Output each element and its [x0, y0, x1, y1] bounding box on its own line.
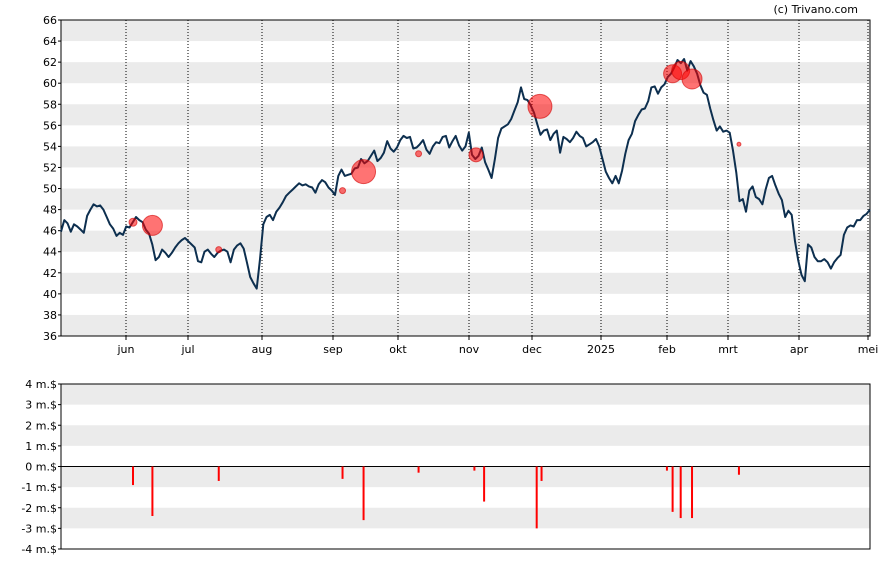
- x-tick-label: aug: [252, 343, 273, 356]
- grid-band: [61, 507, 870, 529]
- y-tick-label: 40: [43, 288, 57, 301]
- y-tick-label: -4 m.$: [21, 543, 57, 556]
- x-tick-label: dec: [522, 343, 542, 356]
- grid-band: [61, 466, 870, 488]
- grid-band: [61, 188, 870, 210]
- y-tick-label: 0 m.$: [25, 461, 57, 474]
- x-tick-label: jun: [117, 343, 135, 356]
- y-tick-label: 36: [43, 330, 57, 343]
- volume-chart-panel: 4 m.$ 3 m.$ 2 m.$ 1 m.$ 0 m.$ -1 m.$ -2 m.$ -3 …: [21, 378, 871, 556]
- grid-band: [61, 314, 870, 336]
- y-tick-label: 38: [43, 309, 57, 322]
- price-line: [60, 58, 871, 290]
- y-tick-label: -3 m.$: [21, 522, 57, 535]
- trade-marker: [339, 187, 347, 195]
- trade-marker: [351, 159, 377, 185]
- y-tick-label: 46: [43, 225, 57, 238]
- x-tick-label: mrt: [718, 343, 738, 356]
- y-tick-label: 62: [43, 56, 57, 69]
- trade-marker: [141, 214, 163, 236]
- x-tick-label: nov: [459, 343, 480, 356]
- x-tick-label: 2025: [587, 343, 615, 356]
- trade-marker: [468, 147, 484, 163]
- y-tick-label: 64: [43, 35, 57, 48]
- trade-marker: [415, 150, 423, 158]
- x-tick-label: jul: [180, 343, 194, 356]
- grid-band: [61, 104, 870, 126]
- credit-text: (c) Trivano.com: [773, 3, 858, 16]
- plot-frame: [60, 19, 871, 337]
- y-tick-label: 1 m.$: [25, 440, 57, 453]
- y-tick-label: 54: [43, 140, 57, 153]
- y-tick-label: 52: [43, 161, 57, 174]
- y-tick-label: 66: [43, 14, 57, 27]
- grid-band: [61, 384, 870, 405]
- x-tick-label: sep: [323, 343, 342, 356]
- trade-marker: [215, 246, 223, 254]
- y-tick-label: 50: [43, 183, 57, 196]
- grid-band: [61, 20, 870, 42]
- x-tick-label: feb: [658, 343, 676, 356]
- y-tick-label: 48: [43, 204, 57, 217]
- y-tick-label: 2 m.$: [25, 419, 57, 432]
- x-tick-label: okt: [389, 343, 407, 356]
- x-tick-label: mei: [858, 343, 879, 356]
- grid-band: [61, 272, 870, 294]
- y-tick-label: 42: [43, 267, 57, 280]
- grid-band: [61, 62, 870, 84]
- y-tick-label: 58: [43, 98, 57, 111]
- grid-band: [61, 146, 870, 168]
- price-chart-panel: 36 38 40 42 44 46 48 50 52 54 56 58 60 62 64 66 jun jul au…: [43, 14, 878, 356]
- trade-marker: [128, 217, 138, 227]
- y-tick-label: -2 m.$: [21, 502, 57, 515]
- grid-band: [61, 425, 870, 446]
- grid-band: [61, 230, 870, 252]
- y-tick-label: -1 m.$: [21, 481, 57, 494]
- trade-marker: [681, 68, 703, 90]
- y-tick-label: 56: [43, 119, 57, 132]
- y-tick-label: 44: [43, 246, 57, 259]
- y-tick-label: 60: [43, 77, 57, 90]
- x-tick-label: apr: [790, 343, 809, 356]
- trade-marker: [736, 141, 742, 147]
- y-tick-label: 4 m.$: [25, 378, 57, 391]
- y-tick-label: 3 m.$: [25, 399, 57, 412]
- trade-marker: [527, 93, 553, 119]
